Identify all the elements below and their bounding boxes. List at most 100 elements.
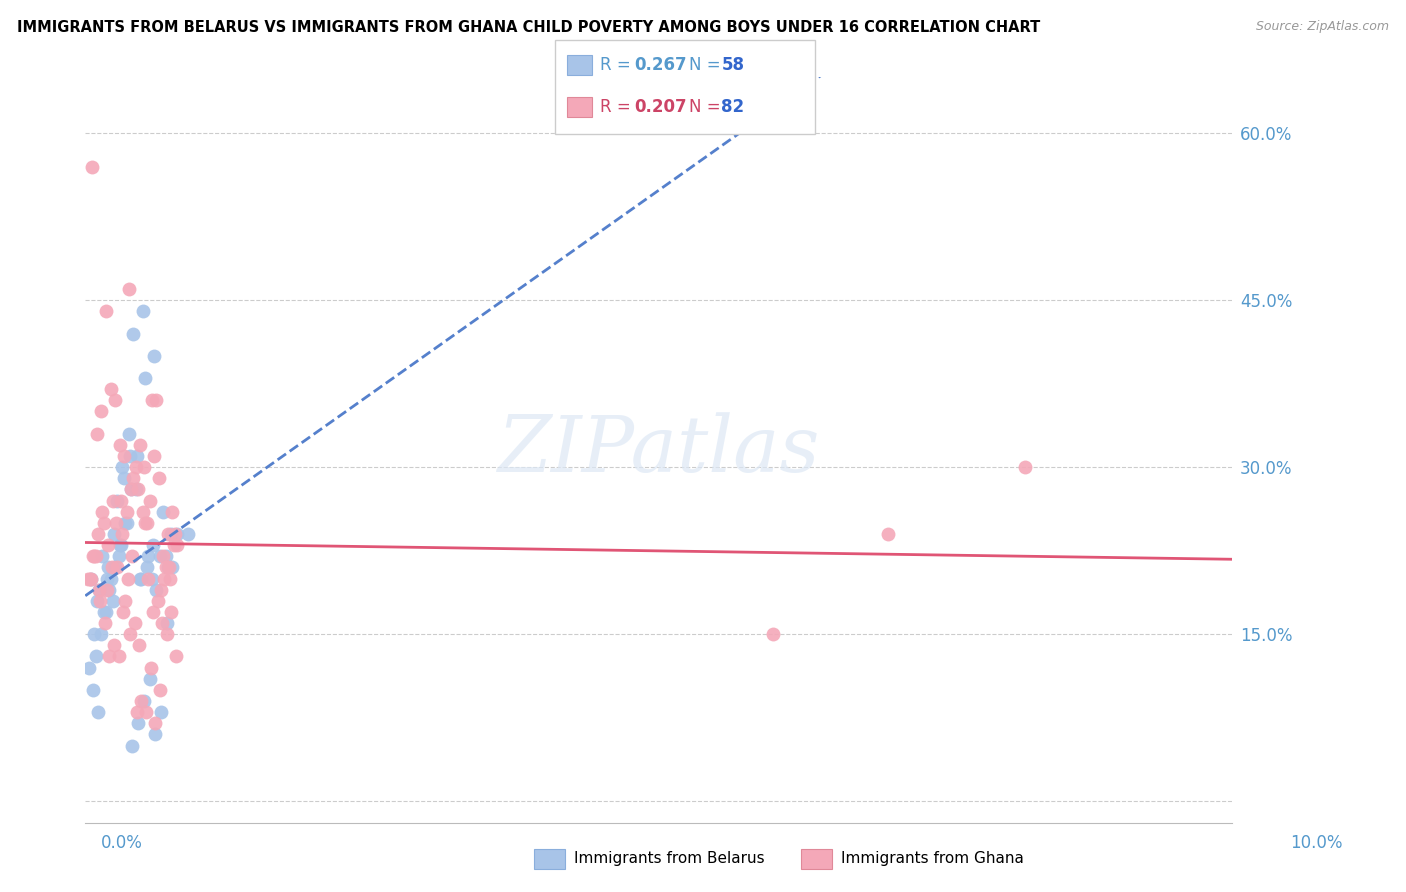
Point (98, 582, 121, 597)
Point (84, 649, 107, 664)
Point (149, 582, 172, 597)
Text: N =: N = (689, 56, 725, 74)
Point (82, 160, 104, 174)
Point (80, 572, 103, 586)
Text: Immigrants from Ghana: Immigrants from Ghana (841, 851, 1024, 865)
Point (118, 426, 141, 441)
Point (87, 705, 110, 719)
Point (150, 615, 173, 630)
Point (152, 505, 174, 519)
Point (120, 483, 142, 497)
Point (91, 549, 114, 564)
Point (131, 505, 153, 519)
Point (138, 672, 160, 686)
Point (149, 705, 172, 719)
Point (94, 304, 117, 318)
Point (87, 582, 110, 597)
Point (104, 560, 127, 574)
Point (132, 460, 155, 475)
Point (87, 527, 110, 541)
Point (143, 449, 166, 463)
Point (131, 572, 153, 586)
Point (105, 493, 128, 508)
Point (122, 326, 145, 341)
Text: R =: R = (600, 56, 637, 74)
Point (90, 627, 112, 641)
Point (127, 716, 149, 731)
Point (107, 649, 129, 664)
Point (98, 649, 121, 664)
Point (146, 594, 169, 608)
Point (86, 594, 108, 608)
Point (129, 438, 152, 452)
Point (762, 627, 785, 641)
Point (156, 560, 179, 574)
Point (165, 649, 187, 664)
Point (157, 560, 180, 574)
Point (138, 493, 160, 508)
Point (134, 516, 156, 530)
Point (77, 660, 100, 674)
Text: Immigrants from Belarus: Immigrants from Belarus (574, 851, 765, 865)
Point (155, 549, 177, 564)
Point (120, 483, 142, 497)
Point (148, 471, 170, 485)
Text: 0.267: 0.267 (634, 56, 686, 74)
Point (143, 349, 166, 363)
Point (84, 549, 107, 564)
Text: 0.207: 0.207 (634, 98, 686, 116)
Point (143, 716, 166, 731)
Point (121, 549, 143, 564)
Point (129, 572, 152, 586)
Text: IMMIGRANTS FROM BELARUS VS IMMIGRANTS FROM GHANA CHILD POVERTY AMONG BOYS UNDER : IMMIGRANTS FROM BELARUS VS IMMIGRANTS FR… (17, 20, 1040, 35)
Point (145, 582, 167, 597)
Point (107, 549, 129, 564)
Point (115, 505, 138, 519)
Point (125, 705, 148, 719)
Point (153, 572, 176, 586)
Point (100, 382, 122, 396)
Text: 82: 82 (721, 98, 744, 116)
Text: 0.0%: 0.0% (101, 834, 143, 852)
Point (131, 694, 153, 708)
Point (124, 615, 146, 630)
Point (136, 516, 159, 530)
Point (152, 549, 174, 564)
Point (111, 527, 134, 541)
Point (156, 527, 179, 541)
Point (136, 560, 159, 574)
Point (141, 393, 163, 408)
Point (114, 516, 136, 530)
Point (156, 615, 179, 630)
Point (112, 605, 135, 619)
Point (111, 460, 134, 475)
Point (93, 516, 115, 530)
Point (131, 304, 153, 318)
Point (114, 594, 136, 608)
Point (103, 638, 125, 652)
Point (110, 538, 132, 552)
Point (134, 371, 156, 385)
Point (101, 594, 124, 608)
Point (138, 549, 160, 564)
Point (93, 605, 115, 619)
Point (149, 682, 172, 697)
Point (155, 560, 177, 574)
Point (156, 627, 179, 641)
Point (82, 682, 104, 697)
Point (90, 404, 112, 418)
Point (125, 483, 148, 497)
Point (127, 483, 149, 497)
Text: ZIPatlas: ZIPatlas (498, 412, 820, 489)
Point (104, 393, 127, 408)
Point (163, 527, 186, 541)
Point (118, 449, 141, 463)
Text: 10.0%: 10.0% (1291, 834, 1343, 852)
Text: 58: 58 (721, 56, 744, 74)
Point (105, 560, 128, 574)
Point (87, 582, 110, 597)
Point (108, 438, 131, 452)
Point (138, 572, 160, 586)
Point (132, 694, 155, 708)
Point (94, 615, 117, 630)
